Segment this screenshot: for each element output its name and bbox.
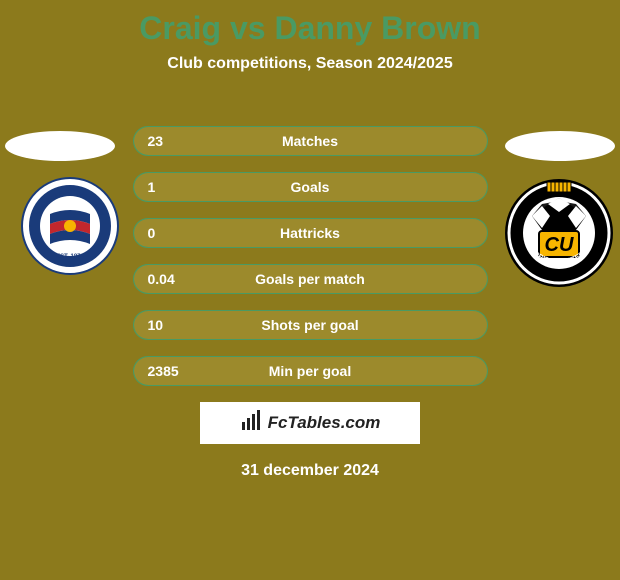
stat-label: Goals per match [255, 271, 365, 287]
stat-row-goals-per-match: 0.04 Goals per match [133, 264, 488, 294]
footer-logo-icon [240, 410, 262, 437]
page-title: Craig vs Danny Brown [0, 0, 620, 55]
page-subtitle: Club competitions, Season 2024/2025 [0, 55, 620, 101]
comparison-area: READING FOOTBALL CLUB EST. 1871 CU BRIDG… [0, 101, 620, 480]
stat-value-left: 10 [148, 317, 164, 333]
stat-label: Shots per goal [261, 317, 358, 333]
stat-value-left: 23 [148, 133, 164, 149]
svg-text:CU: CU [545, 234, 574, 256]
right-team-crest: CU BRIDGE UNITED [502, 176, 617, 296]
right-player-badge [505, 131, 615, 161]
left-team-crest: READING FOOTBALL CLUB EST. 1871 [20, 176, 120, 281]
stat-label: Hattricks [280, 225, 340, 241]
stat-row-hattricks: 0 Hattricks [133, 218, 488, 248]
stat-rows-container: 23 Matches 1 Goals 0 Hattricks 0.04 Goal… [133, 101, 488, 386]
stat-value-left: 1 [148, 179, 156, 195]
stat-value-left: 2385 [148, 363, 179, 379]
stat-label: Min per goal [269, 363, 351, 379]
stat-row-matches: 23 Matches [133, 126, 488, 156]
stat-value-left: 0 [148, 225, 156, 241]
stat-label: Matches [282, 133, 338, 149]
footer-brand-box: FcTables.com [200, 402, 420, 444]
stat-label: Goals [291, 179, 330, 195]
svg-text:EST. 1871: EST. 1871 [56, 254, 84, 260]
stat-value-left: 0.04 [148, 271, 175, 287]
stat-row-min-per-goal: 2385 Min per goal [133, 356, 488, 386]
date-text: 31 december 2024 [0, 462, 620, 480]
footer-brand-text: FcTables.com [268, 413, 381, 433]
left-player-badge [5, 131, 115, 161]
stat-row-goals: 1 Goals [133, 172, 488, 202]
stat-row-shots-per-goal: 10 Shots per goal [133, 310, 488, 340]
